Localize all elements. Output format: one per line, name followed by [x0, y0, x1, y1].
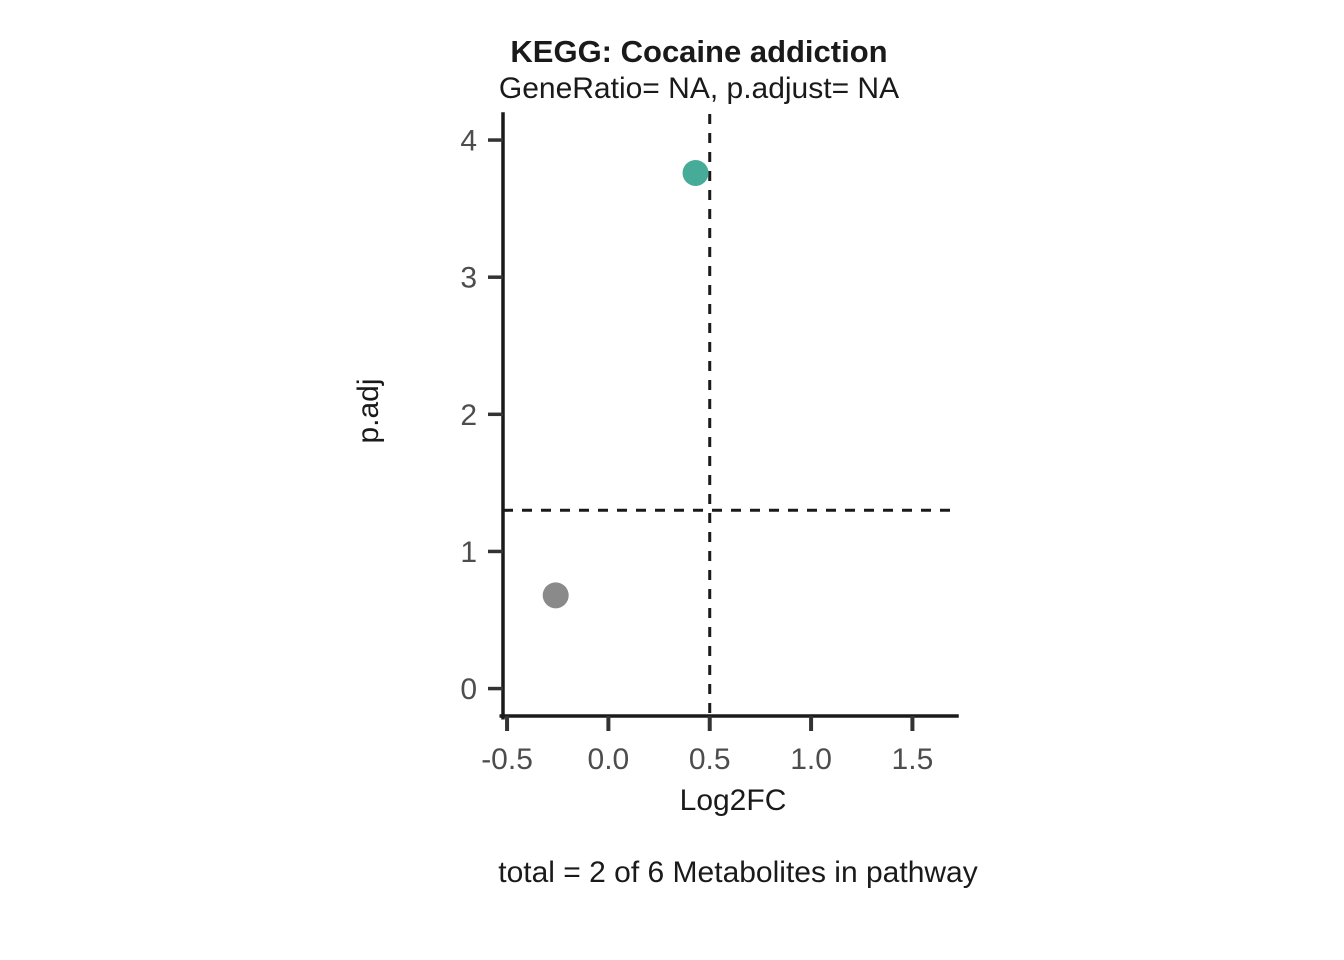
y-tick-label: 3: [460, 262, 477, 295]
y-tick-label: 1: [460, 536, 477, 569]
x-tick-label: 1.5: [892, 743, 934, 776]
x-tick-label: 1.0: [790, 743, 832, 776]
data-point: [682, 159, 709, 186]
y-tick-label: 0: [460, 673, 477, 706]
chart-subtitle: GeneRatio= NA, p.adjust= NA: [498, 72, 900, 105]
y-tick-label: 4: [460, 125, 477, 158]
x-tick-label: -0.5: [481, 743, 533, 776]
x-axis-label: Log2FC: [679, 784, 787, 817]
x-tick-label: 0.0: [588, 743, 630, 776]
chart-caption: total = 2 of 6 Metabolites in pathway: [498, 856, 978, 889]
x-tick-label: 0.5: [689, 743, 731, 776]
data-point: [542, 582, 569, 609]
y-tick-label: 2: [460, 399, 477, 432]
chart-title: KEGG: Cocaine addiction: [510, 34, 888, 69]
y-axis-label: p.adj: [352, 378, 385, 444]
